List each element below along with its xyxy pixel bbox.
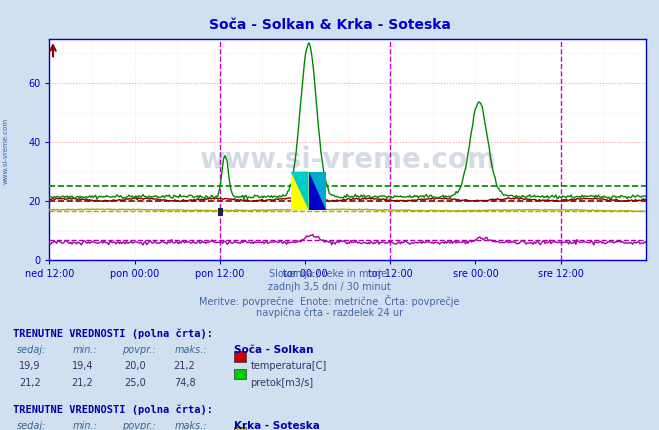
Text: sedaj:: sedaj: (16, 421, 46, 430)
Text: 21,2: 21,2 (18, 378, 41, 388)
Polygon shape (308, 172, 326, 210)
Text: 74,8: 74,8 (174, 378, 195, 388)
Polygon shape (291, 172, 308, 210)
Text: Soča - Solkan & Krka - Soteska: Soča - Solkan & Krka - Soteska (208, 18, 451, 32)
Text: maks.:: maks.: (175, 421, 208, 430)
Text: sedaj:: sedaj: (16, 345, 46, 355)
Text: navpična črta - razdelek 24 ur: navpična črta - razdelek 24 ur (256, 307, 403, 318)
Text: www.si-vreme.com: www.si-vreme.com (2, 117, 9, 184)
Text: Krka - Soteska: Krka - Soteska (234, 421, 320, 430)
Text: Meritve: povprečne  Enote: metrične  Črta: povprečje: Meritve: povprečne Enote: metrične Črta:… (199, 295, 460, 307)
Text: temperatura[C]: temperatura[C] (250, 361, 327, 371)
Text: www.si-vreme.com: www.si-vreme.com (199, 147, 496, 175)
Text: povpr.:: povpr.: (122, 345, 156, 355)
Bar (218, 209, 223, 216)
Text: 21,2: 21,2 (71, 378, 94, 388)
Bar (291, 172, 308, 210)
Text: 25,0: 25,0 (124, 378, 146, 388)
Text: min.:: min.: (72, 421, 98, 430)
Text: Slovenija / reke in morje.: Slovenija / reke in morje. (269, 269, 390, 279)
Text: povpr.:: povpr.: (122, 421, 156, 430)
Text: min.:: min.: (72, 345, 98, 355)
Text: TRENUTNE VREDNOSTI (polna črta):: TRENUTNE VREDNOSTI (polna črta): (13, 329, 213, 339)
Text: pretok[m3/s]: pretok[m3/s] (250, 378, 314, 388)
Bar (308, 172, 326, 210)
Text: Soča - Solkan: Soča - Solkan (234, 345, 314, 355)
Text: 20,0: 20,0 (125, 361, 146, 371)
Text: 21,2: 21,2 (173, 361, 196, 371)
Text: 19,4: 19,4 (72, 361, 93, 371)
Text: TRENUTNE VREDNOSTI (polna črta):: TRENUTNE VREDNOSTI (polna črta): (13, 404, 213, 415)
Text: 19,9: 19,9 (19, 361, 40, 371)
Text: maks.:: maks.: (175, 345, 208, 355)
Text: zadnjh 3,5 dni / 30 minut: zadnjh 3,5 dni / 30 minut (268, 282, 391, 292)
